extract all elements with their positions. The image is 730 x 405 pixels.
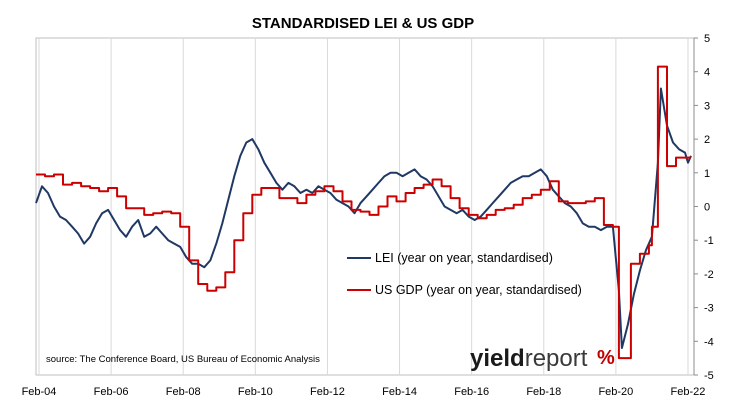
chart-title: STANDARDISED LEI & US GDP	[252, 15, 474, 32]
y-tick-label: -3	[704, 303, 714, 315]
y-tick-label: 5	[704, 33, 710, 45]
vertical-gridlines	[38, 38, 689, 375]
x-tick-label: Feb-18	[526, 386, 561, 398]
x-tick-label: Feb-04	[22, 386, 57, 398]
x-tick-label: Feb-16	[454, 386, 489, 398]
svg-text:yieldreport: yieldreport	[470, 345, 588, 372]
y-tick-label: 1	[704, 168, 710, 180]
y-tick-label: -2	[704, 269, 714, 281]
yieldreport-logo: yieldreport %	[470, 345, 615, 372]
gdp-series-line	[36, 65, 691, 360]
logo-text-accent: report	[525, 345, 588, 372]
x-tick-label: Feb-22	[671, 386, 706, 398]
y-tick-label: 3	[704, 100, 710, 112]
x-tick-label: Feb-12	[310, 386, 345, 398]
y-tick-label: 4	[704, 67, 710, 79]
y-tick-label: -5	[704, 370, 714, 382]
x-tick-label: Feb-10	[238, 386, 273, 398]
legend: LEI (year on year, standardised) US GDP (…	[347, 251, 582, 297]
source-note: source: The Conference Board, US Bureau …	[46, 354, 320, 365]
y-tick-label: -1	[704, 235, 714, 247]
logo-text-main: yield	[470, 345, 525, 372]
legend-label-gdp: US GDP (year on year, standardised)	[375, 283, 582, 297]
x-tick-label: Feb-06	[94, 386, 129, 398]
y-tick-label: -4	[704, 336, 714, 348]
x-tick-label: Feb-20	[598, 386, 633, 398]
plot-area	[35, 37, 695, 376]
logo-percent-symbol: %	[597, 347, 615, 369]
legend-label-lei: LEI (year on year, standardised)	[375, 251, 553, 265]
x-tick-label: Feb-14	[382, 386, 417, 398]
lei-series-line	[35, 87, 692, 349]
x-tick-label: Feb-08	[166, 386, 201, 398]
y-tick-label: 0	[704, 202, 710, 214]
series-lines	[35, 65, 692, 360]
y-tick-label: 2	[704, 134, 710, 146]
axes: Feb-04 Feb-06 Feb-08 Feb-10 Feb-12 Feb-14 Feb-…	[22, 33, 714, 398]
